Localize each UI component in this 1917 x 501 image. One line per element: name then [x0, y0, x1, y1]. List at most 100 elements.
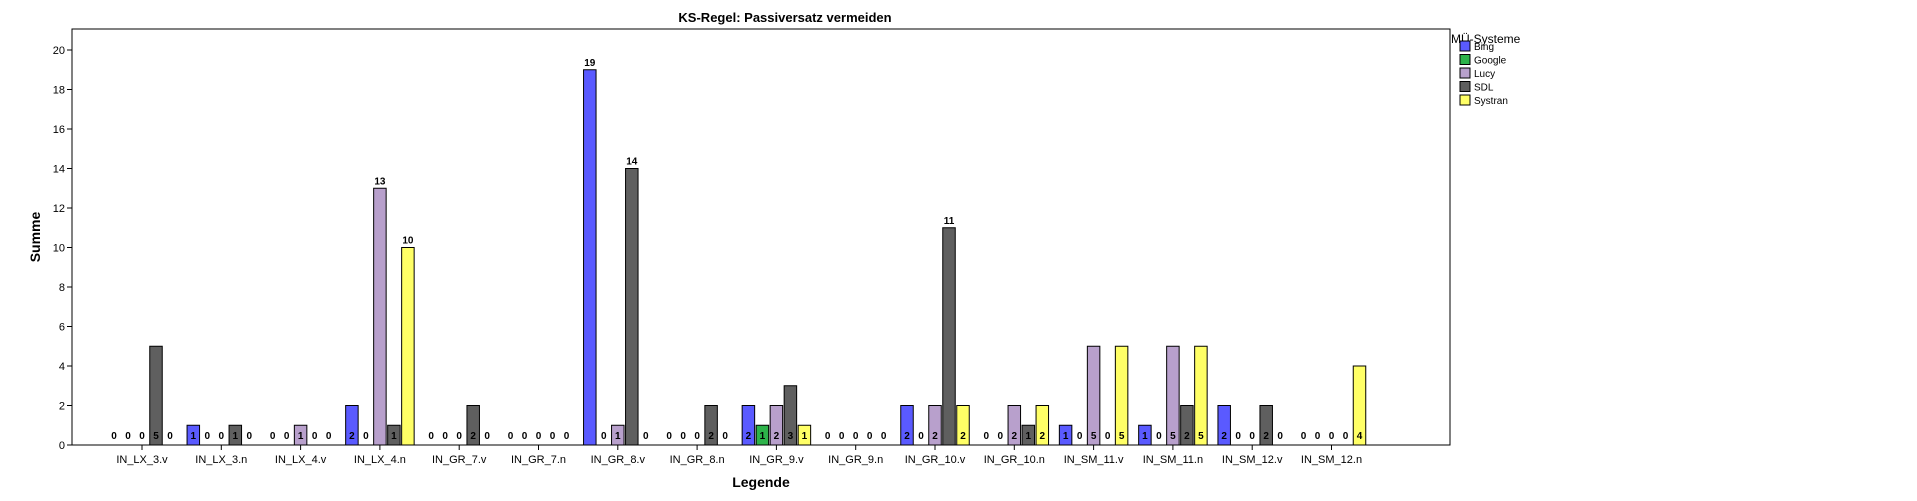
data-label: 19 [584, 58, 596, 69]
bar-bing [1058, 424, 1073, 446]
x-tick-label: IN_SM_11.n [1143, 454, 1203, 466]
legend-label-lucy: Lucy [1474, 69, 1495, 80]
data-label: 0 [666, 431, 672, 442]
bar-lucy [293, 424, 308, 446]
data-label: 0 [1315, 431, 1321, 442]
x-tick-label: IN_SM_12.n [1301, 454, 1362, 466]
data-label: 2 [746, 431, 752, 442]
data-label: 3 [788, 431, 794, 442]
plot-area [71, 28, 1451, 446]
data-label: 0 [998, 431, 1004, 442]
data-label: 0 [1249, 431, 1255, 442]
data-label: 1 [615, 431, 621, 442]
data-label: 0 [1105, 431, 1111, 442]
bar-systran [401, 247, 415, 446]
y-axis-label: Summe [27, 212, 43, 263]
data-label: 0 [1301, 431, 1307, 442]
data-label: 0 [312, 431, 318, 442]
bar-sdl [1180, 405, 1194, 446]
data-label: 0 [1329, 431, 1335, 442]
data-label: 0 [680, 431, 686, 442]
data-label: 2 [470, 431, 476, 442]
data-label: 0 [867, 431, 873, 442]
x-tick-label: IN_SM_11.v [1064, 454, 1124, 466]
bar-systran [1035, 405, 1050, 446]
y-tick-label: 10 [53, 243, 65, 255]
x-tick-label: IN_SM_12.v [1222, 454, 1283, 466]
data-label: 0 [284, 431, 290, 442]
x-tick-label: IN_LX_4.n [354, 454, 406, 466]
data-label: 2 [904, 431, 910, 442]
data-label: 0 [167, 431, 173, 442]
x-tick-label: IN_GR_9.v [749, 454, 804, 466]
data-label: 0 [1235, 431, 1241, 442]
x-axis-label: Legende [732, 474, 790, 490]
data-label: 0 [1077, 431, 1083, 442]
data-label: 1 [191, 431, 197, 442]
x-axis: IN_LX_3.v IN_LX_3.n IN_LX_4.v IN_LX_4.n IN_G… [116, 445, 1362, 466]
data-label: 0 [508, 431, 514, 442]
y-tick-label: 14 [53, 164, 65, 176]
x-tick-label: IN_GR_8.n [670, 454, 725, 466]
x-tick-label: IN_LX_3.v [116, 454, 168, 466]
y-tick-label: 8 [59, 282, 65, 294]
x-tick-label: IN_LX_4.v [275, 454, 327, 466]
data-label: 0 [853, 431, 859, 442]
data-label: 0 [484, 431, 490, 442]
y-tick-label: 12 [53, 203, 65, 215]
data-label: 0 [1343, 431, 1349, 442]
data-label: 14 [626, 157, 638, 168]
data-label: 5 [153, 431, 159, 442]
bar-bing [583, 69, 597, 446]
data-label: 1 [802, 431, 808, 442]
x-tick-label: IN_GR_8.v [591, 454, 646, 466]
bar-bing [345, 405, 359, 446]
data-label: 2 [349, 431, 355, 442]
bar-sdl [228, 424, 243, 446]
data-label: 0 [428, 431, 434, 442]
bar-sdl [466, 405, 480, 446]
legend-swatch-google [1459, 54, 1471, 65]
data-label: 0 [442, 431, 448, 442]
legend-label-bing: Bing [1474, 42, 1494, 53]
data-label: 11 [944, 216, 955, 227]
data-label: 0 [694, 431, 700, 442]
bar-sdl [1259, 405, 1273, 446]
bar-sdl [149, 345, 163, 446]
bar-google [755, 424, 770, 446]
data-label: 0 [1277, 431, 1283, 442]
x-tick-label: IN_GR_7.v [432, 454, 487, 466]
bar-lucy [769, 405, 784, 446]
x-tick-label: IN_GR_9.n [828, 454, 883, 466]
data-label: 1 [760, 431, 766, 442]
bar-sdl [704, 405, 718, 446]
x-tick-label: IN_GR_7.n [511, 454, 566, 466]
x-tick-label: IN_GR_10.v [905, 454, 966, 466]
data-label: 5 [1119, 431, 1125, 442]
bar-bing [1217, 405, 1231, 446]
legend-label-google: Google [1474, 56, 1507, 67]
data-label: 0 [550, 431, 556, 442]
data-label: 2 [708, 431, 714, 442]
bar-lucy [1086, 345, 1101, 446]
data-label: 2 [960, 431, 966, 442]
bar-lucy [928, 405, 942, 446]
bar-bing [1138, 424, 1152, 446]
bar-systran [797, 424, 812, 446]
data-label: 2 [932, 431, 938, 442]
data-label: 0 [363, 431, 369, 442]
data-label: 0 [722, 431, 728, 442]
y-tick-label: 6 [59, 322, 65, 334]
data-label: 2 [774, 431, 780, 442]
bar-systran [956, 405, 970, 446]
data-label: 0 [1156, 431, 1162, 442]
data-label: 0 [139, 431, 145, 442]
bar-bing [186, 424, 201, 446]
bar-lucy [611, 424, 625, 446]
chart-title: KS-Regel: Passiversatz vermeiden [678, 10, 891, 25]
data-label: 0 [825, 431, 831, 442]
data-label: 5 [1198, 431, 1204, 442]
data-label: 1 [1026, 431, 1032, 442]
bar-sdl [783, 385, 798, 446]
data-label: 0 [111, 431, 117, 442]
